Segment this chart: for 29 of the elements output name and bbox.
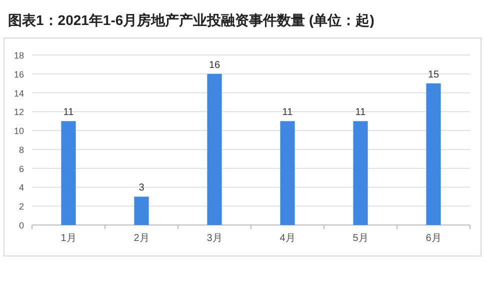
data-label: 16 [208, 60, 220, 71]
y-tick-label: 8 [18, 144, 24, 155]
y-tick-label: 14 [14, 88, 24, 98]
chart-title: 图表1：2021年1-6月房地产产业投融资事件数量 (单位：起) [8, 12, 374, 28]
bar [353, 121, 368, 225]
x-tick-label: 6月 [426, 233, 442, 244]
x-tick-label: 4月 [280, 233, 296, 244]
y-tick-label: 2 [18, 202, 24, 212]
y-tick-label: 12 [14, 107, 24, 118]
x-tick-label: 2月 [134, 233, 150, 244]
data-label: 3 [138, 182, 145, 194]
y-tick-label: 0 [18, 220, 24, 230]
bar [426, 83, 441, 225]
y-tick-label: 4 [18, 182, 24, 193]
y-tick-label: 10 [14, 126, 24, 136]
x-tick-label: 5月 [352, 233, 368, 244]
data-label: 11 [282, 107, 294, 118]
bar [207, 74, 222, 225]
data-label: 15 [428, 69, 440, 80]
x-tick-label: 3月 [206, 233, 222, 244]
bar [61, 121, 76, 225]
y-tick-label: 18 [14, 50, 24, 60]
bar [134, 196, 149, 225]
y-tick-label: 16 [14, 69, 24, 80]
y-tick-label: 6 [18, 164, 24, 174]
data-label: 11 [355, 107, 366, 118]
bar [280, 121, 295, 225]
data-label: 11 [63, 107, 74, 118]
x-tick-label: 1月 [60, 233, 76, 244]
